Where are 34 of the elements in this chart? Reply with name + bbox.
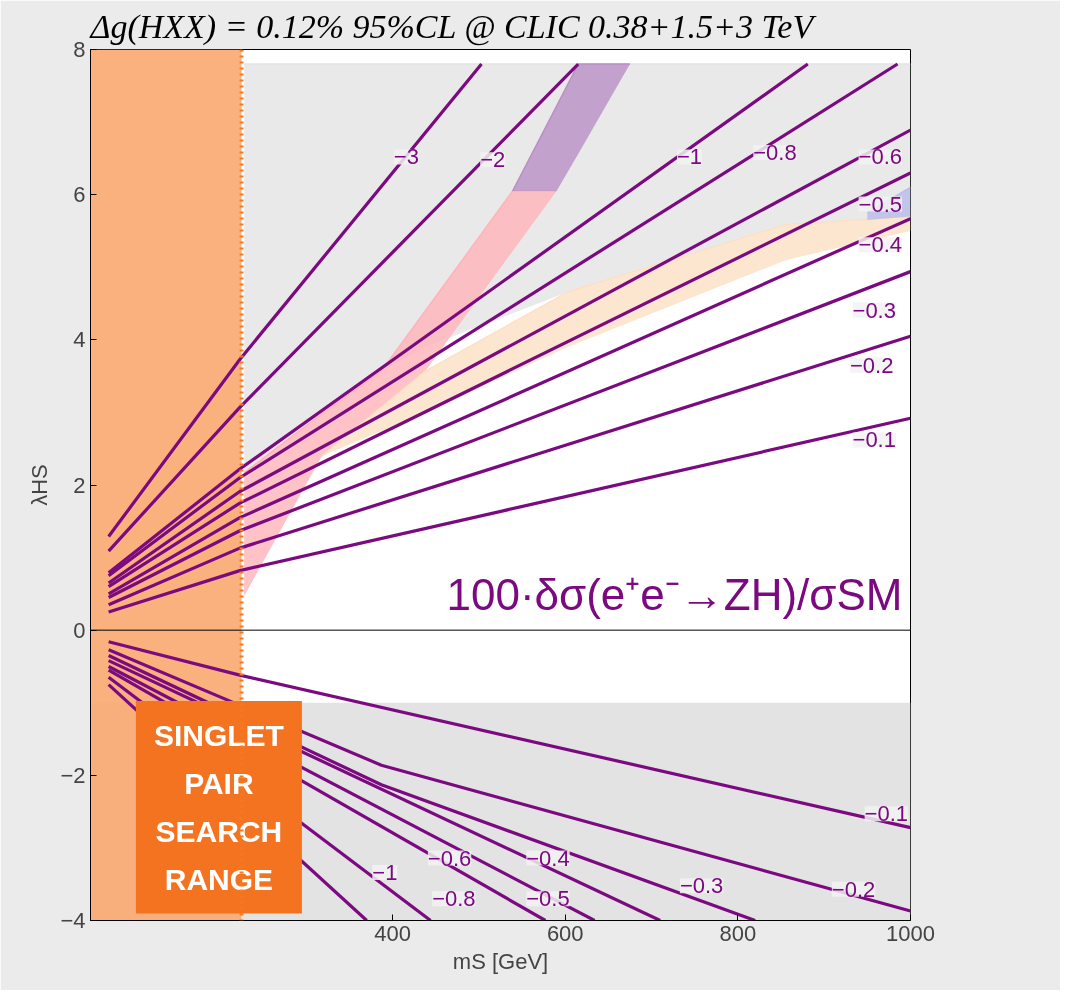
x-tick-label: 1000	[886, 920, 935, 946]
annotation: −1	[676, 144, 703, 170]
y-tick-label: −4	[60, 908, 86, 933]
annotation: −0.5	[526, 886, 570, 912]
annotation: −0.6	[427, 845, 472, 871]
annotation: −0.2	[849, 352, 894, 378]
annotation: −0.4	[858, 232, 903, 258]
y-tick-label: 2	[73, 472, 86, 498]
annotation: −0.1	[852, 427, 896, 453]
y-axis-title: λHS	[27, 464, 53, 506]
y-tick-label: 6	[73, 182, 86, 208]
annotation: −3	[393, 144, 419, 170]
annotation: −0.1	[864, 801, 909, 827]
x-tick-label: 400	[374, 920, 411, 946]
y-tick-label: 4	[73, 327, 86, 353]
annotation: −0.5	[858, 191, 903, 217]
x-tick-label: 600	[546, 920, 584, 946]
annotation: −0.8	[432, 886, 476, 912]
y-tick-label: 0	[73, 617, 86, 643]
y-tick-label: −2	[60, 762, 86, 788]
annotation: −0.4	[526, 845, 570, 871]
annotation: −1	[372, 860, 398, 886]
annotation: −0.2	[831, 876, 876, 902]
annotation: −2	[480, 147, 506, 173]
chart-title: Δg(HXX) = 0.12% 95%CL @ CLIC 0.38+1.5+3 TeV	[88, 7, 818, 46]
x-tick-label: 800	[719, 920, 757, 946]
y-tick-label: 8	[73, 37, 86, 62]
annotation: 100·δσ(e⁺e⁻→ZH)/σSM	[446, 570, 903, 620]
annotation: −0.3	[852, 297, 896, 323]
annotation: −0.8	[753, 140, 797, 166]
annotation: −0.3	[679, 873, 724, 899]
annotation: −0.6	[858, 144, 903, 170]
band-label: SINGLET PAIR SEARCH RANGE	[153, 718, 284, 896]
x-axis-title: mS [GeV]	[452, 948, 549, 974]
